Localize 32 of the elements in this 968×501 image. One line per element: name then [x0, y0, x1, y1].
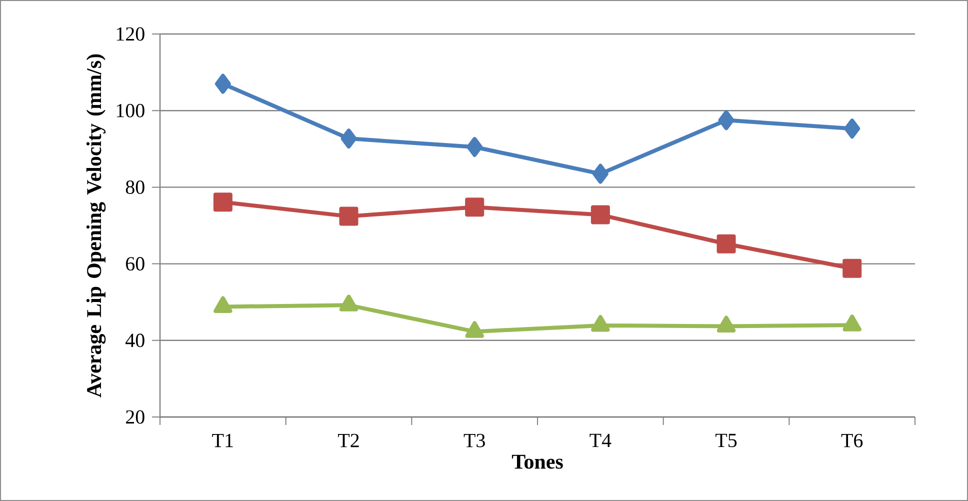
point	[213, 192, 232, 212]
x-axis-title: Tones	[512, 454, 563, 469]
point	[592, 164, 608, 184]
point	[842, 258, 862, 278]
y-tick-label: 120	[116, 27, 144, 41]
point	[339, 206, 358, 226]
x-tick-label: T5	[716, 434, 737, 448]
x-tick-label: T4	[590, 434, 612, 448]
point	[466, 136, 483, 157]
point	[716, 234, 736, 254]
x-tick-label: T3	[464, 434, 485, 448]
point	[590, 205, 610, 224]
point	[339, 294, 358, 312]
point	[340, 128, 357, 149]
point	[214, 74, 231, 94]
y-tick-label: 60	[126, 257, 144, 271]
point	[716, 316, 736, 332]
point	[842, 314, 862, 332]
point	[214, 296, 232, 313]
x-tick-label: T2	[338, 434, 359, 448]
y-tick-label: 80	[126, 180, 144, 194]
y-tick-label: 40	[126, 334, 144, 348]
point	[465, 198, 484, 217]
y-tick-label: 100	[116, 104, 144, 118]
y-tick-label: 20	[126, 410, 144, 424]
point	[591, 314, 610, 332]
x-tick-label: T6	[841, 434, 863, 448]
point	[718, 110, 734, 130]
point	[465, 321, 484, 338]
y-axis-title: Average Lip Opening Velocity (mm/s)	[86, 54, 106, 398]
point	[844, 118, 860, 139]
x-tick-label: T1	[212, 434, 233, 448]
